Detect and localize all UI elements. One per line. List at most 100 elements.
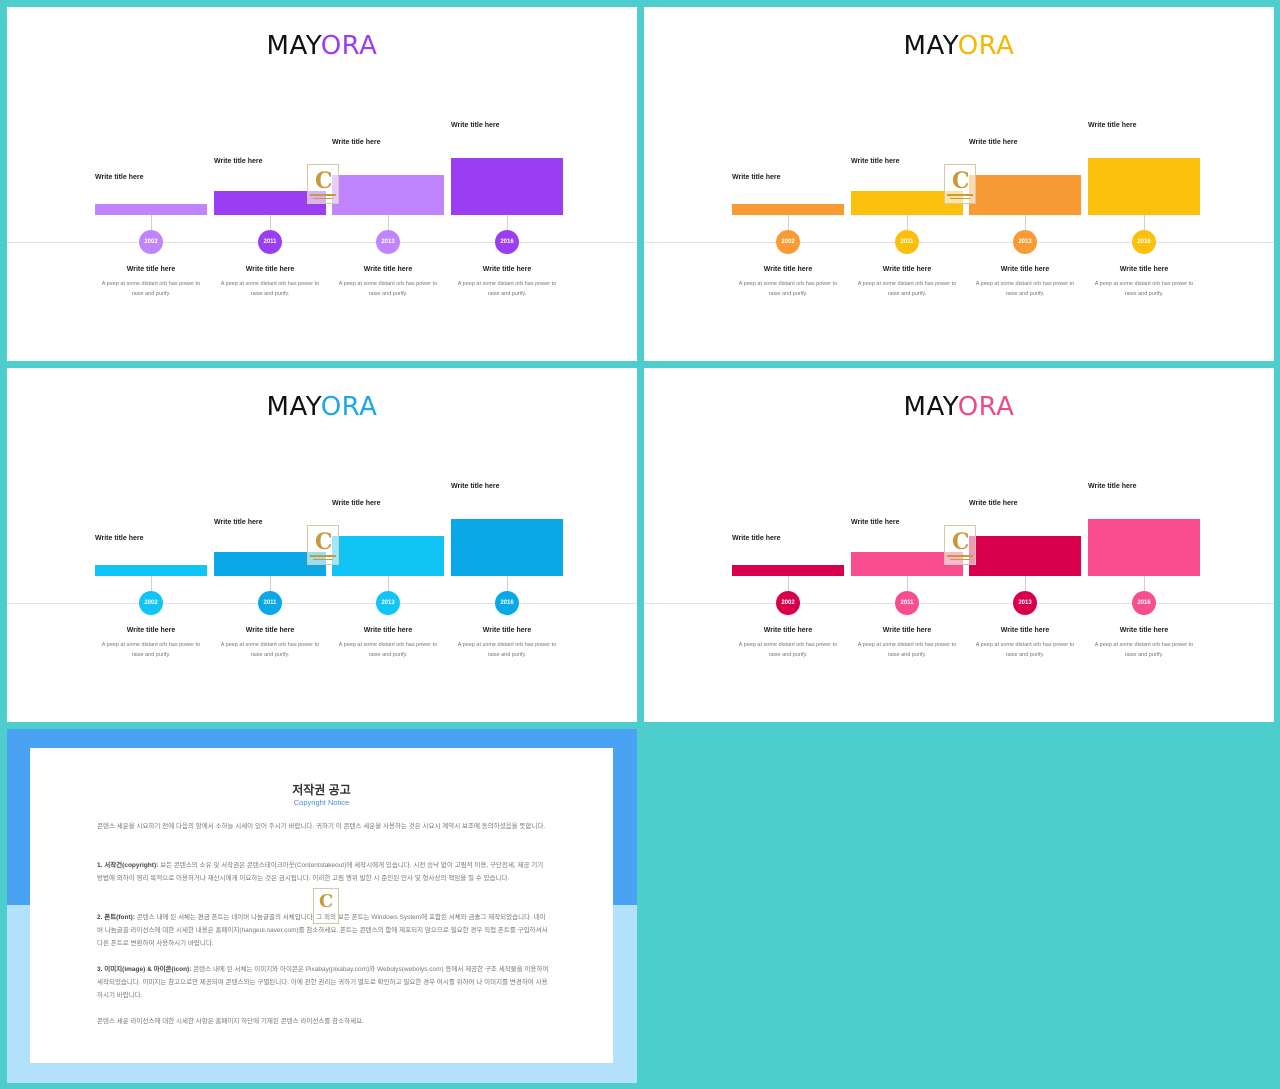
copyright-subtitle: Copyright Notice	[293, 798, 350, 807]
item-description: A peep at some distant orb has power to …	[338, 642, 438, 658]
brand-title: MAYORA	[644, 392, 1274, 422]
item-title: Write title here	[363, 266, 413, 273]
brand-suffix: ORA	[320, 392, 378, 422]
bar-connector	[151, 215, 152, 230]
year-marker: 2011	[895, 591, 919, 615]
item-title: Write title here	[482, 627, 532, 634]
timeline-axis	[644, 242, 1274, 243]
year-marker: 2013	[1013, 591, 1037, 615]
item-description: A peep at some distant orb has power to …	[220, 642, 320, 658]
bar-title: Write title here	[332, 139, 381, 146]
bar-connector	[388, 576, 389, 591]
bar-connector	[270, 215, 271, 230]
item-title: Write title here	[245, 266, 295, 273]
year-marker: 2011	[258, 591, 282, 615]
timeline-bar	[451, 519, 563, 576]
brand-prefix: MAY	[266, 392, 321, 422]
bar-connector	[788, 576, 789, 591]
timeline-bar	[1088, 158, 1200, 215]
bar-connector	[1144, 576, 1145, 591]
bar-title: Write title here	[969, 139, 1018, 146]
item-title: Write title here	[1000, 266, 1050, 273]
item-title: Write title here	[1000, 627, 1050, 634]
copyright-card: 저작권 공고 Copyright Notice 콘텐스 세운을 시요하기 전에 …	[30, 748, 613, 1063]
item-description: A peep at some distant orb has power to …	[975, 281, 1075, 297]
timeline-axis	[7, 603, 637, 604]
year-marker: 2011	[895, 230, 919, 254]
section-1-text: 보든 콘텐스의 소유 및 서작권은 콘텐스테이크아웃(Contentstakeo…	[97, 862, 544, 882]
item-description: A peep at some distant orb has power to …	[975, 642, 1075, 658]
section-2-text: 콘텐스 내에 된 서체는 편금 폰트는 네이버 나눔글꼴의 서체입니다. 그 외…	[97, 914, 548, 947]
brand-title: MAYORA	[7, 31, 637, 61]
copyright-section-3: 3. 이미지(image) & 아이콘(icon): 콘텐스 내에 된 서체는 …	[97, 963, 549, 1002]
year-marker: 2002	[776, 230, 800, 254]
item-description: A peep at some distant orb has power to …	[338, 281, 438, 297]
brand-prefix: MAY	[903, 392, 958, 422]
item-title: Write title here	[482, 266, 532, 273]
item-description: A peep at some distant orb has power to …	[1094, 642, 1194, 658]
brand-prefix: MAY	[266, 31, 321, 61]
timeline-axis	[644, 603, 1274, 604]
year-marker: 2016	[495, 591, 519, 615]
brand-suffix: ORA	[320, 31, 378, 61]
bar-title: Write title here	[451, 483, 500, 490]
item-title: Write title here	[763, 627, 813, 634]
copyright-intro: 콘텐스 세운을 시요하기 전에 다음의 항에서 소하늘 시세이 있어 주시기 바…	[97, 823, 546, 830]
bar-title: Write title here	[214, 158, 263, 165]
bar-title: Write title here	[214, 519, 263, 526]
item-title: Write title here	[763, 266, 813, 273]
item-description: A peep at some distant orb has power to …	[1094, 281, 1194, 297]
timeline-bar	[451, 158, 563, 215]
year-marker: 2002	[139, 230, 163, 254]
bar-connector	[907, 215, 908, 230]
item-description: A peep at some distant orb has power to …	[457, 281, 557, 297]
item-description: A peep at some distant orb has power to …	[101, 281, 201, 297]
timeline-slide-blue: MAYORA Write title here 2002 Write title he…	[7, 368, 637, 722]
bar-connector	[388, 215, 389, 230]
timeline-bar	[732, 565, 844, 576]
section-3-text: 콘텐스 내에 된 서체는 이미지와 아이콘은 Pixabay(pixabay.c…	[97, 966, 549, 999]
item-title: Write title here	[126, 627, 176, 634]
copyright-footer: 콘텐스 세운 라이선스에 대한 시세한 사항은 홈페이지 하단에 기재된 콘텐스…	[97, 1018, 364, 1025]
year-marker: 2016	[495, 230, 519, 254]
timeline-bar	[732, 204, 844, 215]
brand-title: MAYORA	[7, 392, 637, 422]
bar-connector	[1025, 576, 1026, 591]
bar-title: Write title here	[732, 535, 781, 542]
item-description: A peep at some distant orb has power to …	[457, 642, 557, 658]
item-title: Write title here	[882, 266, 932, 273]
item-title: Write title here	[363, 627, 413, 634]
timeline-bar	[332, 536, 444, 576]
bar-connector	[1144, 215, 1145, 230]
item-description: A peep at some distant orb has power to …	[857, 281, 957, 297]
watermark-logo: C	[944, 164, 976, 204]
item-title: Write title here	[245, 627, 295, 634]
timeline-bar	[969, 536, 1081, 576]
bar-title: Write title here	[95, 174, 144, 181]
section-2-label: 2. 폰트(font):	[97, 914, 135, 921]
section-1-label: 1. 서작건(copyright):	[97, 862, 159, 869]
brand-prefix: MAY	[903, 31, 958, 61]
timeline-bar	[332, 175, 444, 215]
watermark-logo: C	[307, 164, 339, 204]
item-title: Write title here	[1119, 627, 1169, 634]
bar-connector	[1025, 215, 1026, 230]
copyright-title: 저작권 공고	[292, 783, 351, 797]
bar-connector	[507, 576, 508, 591]
timeline-slide-pink: MAYORA Write title here 2002 Write title he…	[644, 368, 1274, 722]
item-title: Write title here	[1119, 266, 1169, 273]
watermark-logo: C	[307, 525, 339, 565]
section-3-label: 3. 이미지(image) & 아이콘(icon):	[97, 966, 192, 973]
watermark-logo: C	[944, 525, 976, 565]
timeline-bar	[969, 175, 1081, 215]
timeline-bar	[1088, 519, 1200, 576]
bar-connector	[151, 576, 152, 591]
bar-title: Write title here	[95, 535, 144, 542]
item-description: A peep at some distant orb has power to …	[738, 642, 838, 658]
bar-connector	[788, 215, 789, 230]
brand-suffix: ORA	[957, 31, 1015, 61]
bar-title: Write title here	[451, 122, 500, 129]
bar-connector	[907, 576, 908, 591]
year-marker: 2011	[258, 230, 282, 254]
item-description: A peep at some distant orb has power to …	[857, 642, 957, 658]
